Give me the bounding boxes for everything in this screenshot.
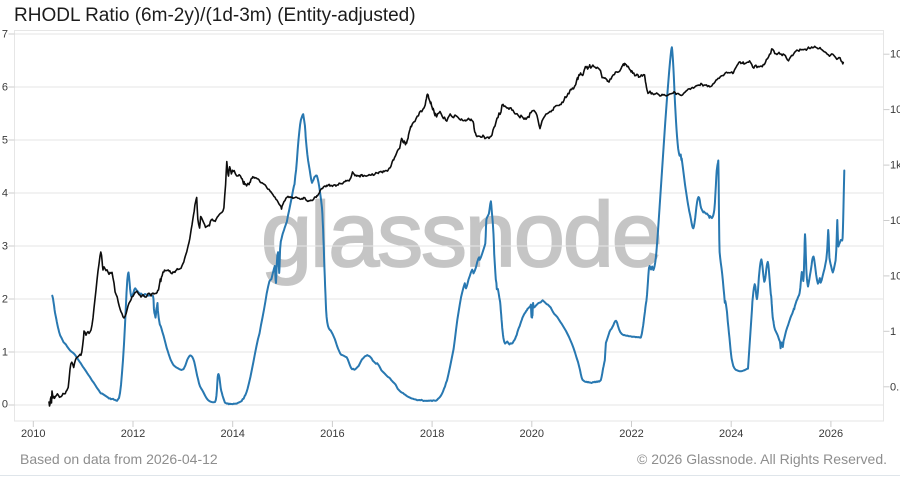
svg-text:2018: 2018 [420, 428, 444, 440]
svg-text:5: 5 [2, 135, 8, 147]
svg-text:2: 2 [2, 294, 8, 306]
svg-text:100: 100 [890, 215, 900, 227]
svg-text:2016: 2016 [320, 428, 344, 440]
svg-text:1: 1 [890, 326, 896, 338]
svg-text:4: 4 [2, 188, 8, 200]
svg-text:10k: 10k [890, 104, 900, 116]
svg-text:1: 1 [2, 347, 8, 359]
svg-text:6: 6 [2, 82, 8, 94]
svg-text:3: 3 [2, 241, 8, 253]
svg-text:0.1: 0.1 [890, 381, 900, 393]
svg-text:100k: 100k [890, 49, 900, 61]
svg-text:1k: 1k [890, 160, 900, 172]
svg-text:2014: 2014 [220, 428, 244, 440]
svg-text:2026: 2026 [819, 428, 843, 440]
svg-text:0: 0 [2, 399, 8, 411]
svg-text:2022: 2022 [619, 428, 643, 440]
svg-text:2020: 2020 [520, 428, 544, 440]
svg-text:7: 7 [2, 29, 8, 41]
svg-text:10: 10 [890, 270, 900, 282]
svg-text:2010: 2010 [21, 428, 45, 440]
svg-text:2024: 2024 [719, 428, 743, 440]
svg-text:2012: 2012 [121, 428, 145, 440]
